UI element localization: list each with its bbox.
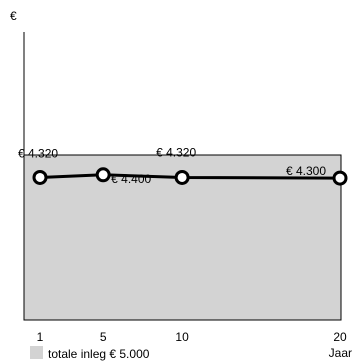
data-point bbox=[95, 167, 111, 183]
x-tick-label: 1 bbox=[37, 330, 44, 344]
x-tick-label: 10 bbox=[175, 330, 189, 344]
legend-label: totale inleg € 5.000 bbox=[48, 347, 150, 361]
data-label: € 4.300 bbox=[286, 164, 326, 178]
data-label: € 4.400 bbox=[111, 172, 151, 186]
series-line bbox=[39, 173, 341, 180]
data-label: € 4.320 bbox=[18, 146, 58, 160]
x-tick-label: 20 bbox=[333, 330, 347, 344]
x-ticks: 1 5 10 20 bbox=[37, 330, 347, 344]
legend-swatch bbox=[30, 346, 43, 359]
x-axis-label: Jaar bbox=[329, 346, 352, 360]
data-label: € 4.320 bbox=[156, 145, 196, 159]
y-axis-label: € bbox=[10, 9, 17, 23]
plot-layer: € 4.320 € 4.400 € 4.320 € 4.300 bbox=[18, 145, 348, 186]
data-point bbox=[32, 169, 48, 185]
x-tick-label: 5 bbox=[100, 330, 107, 344]
data-point bbox=[174, 169, 190, 185]
data-point bbox=[332, 170, 348, 186]
